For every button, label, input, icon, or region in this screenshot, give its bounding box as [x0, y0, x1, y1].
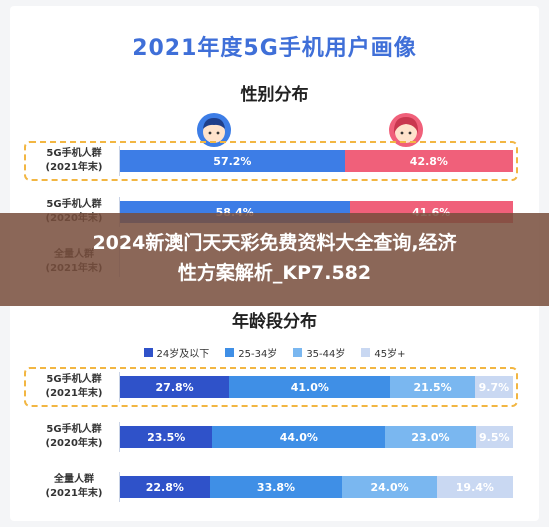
female-avatar-icon: [389, 113, 423, 147]
age-bar-value-label: 9.7%: [478, 380, 510, 394]
legend-swatch: [143, 348, 153, 357]
age-bar-segment: 24.0%: [342, 476, 437, 498]
age-bar-value-label: 33.8%: [256, 480, 296, 494]
age-bar-segment: 9.7%: [474, 376, 513, 398]
age-bar-segment: 41.0%: [229, 376, 391, 398]
age-bar: 27.8% 41.0% 21.5% 9.7%: [120, 376, 513, 398]
age-bar: 22.8% 33.8% 24.0% 19.4%: [120, 476, 513, 498]
gender-bar-segment: 42.8%: [344, 150, 513, 172]
age-bar-value-label: 22.8%: [145, 480, 184, 494]
age-bar-value-label: 21.5%: [413, 380, 452, 394]
legend-swatch: [361, 348, 371, 357]
age-axis-line: [119, 372, 120, 402]
gender-bar-value-label: 57.2%: [213, 154, 252, 168]
age-bar-segment: 33.8%: [209, 476, 343, 498]
age-bar-segment: 23.0%: [385, 426, 476, 448]
gender-highlight-box: [24, 141, 518, 181]
age-row-label: 全量人群 (2021年末): [45, 474, 103, 499]
overlay-line-1: 2024新澳门天天彩免费资料大全查询,经济: [92, 232, 457, 254]
legend-item: 24岁及以下: [143, 345, 210, 360]
age-bar-segment: 27.8%: [120, 376, 230, 398]
age-axis-line: [119, 422, 120, 452]
legend-swatch: [225, 348, 235, 357]
overlay-line-2: 性方案解析_KP7.582: [177, 262, 372, 284]
legend-item: 25-34岁: [225, 345, 277, 360]
age-bar-value-label: 41.0%: [290, 380, 329, 394]
age-bar-segment: 44.0%: [212, 426, 386, 448]
age-bar-value-label: 19.4%: [455, 480, 494, 494]
watermark-overlay-banner: [0, 213, 549, 306]
age-bar-segment: 9.5%: [475, 426, 513, 448]
age-bar: 23.5% 44.0% 23.0% 9.5%: [120, 426, 513, 448]
gender-chart-title: 性别分布: [240, 85, 309, 105]
gender-bar-segment: 57.2%: [120, 150, 345, 172]
gender-axis-line: [119, 197, 120, 227]
age-bar-value-label: 9.5%: [479, 430, 510, 444]
age-bar-value-label: 23.0%: [411, 430, 450, 444]
legend-label: 25-34岁: [238, 349, 278, 360]
age-chart-title: 年龄段分布: [232, 312, 317, 332]
gender-axis-line: [119, 146, 120, 176]
gender-row-label: 5G手机人群 (2021年末): [45, 148, 103, 173]
age-bar-value-label: 27.8%: [155, 380, 194, 394]
gender-bar-value-label: 42.8%: [409, 154, 448, 168]
age-bar-segment: 21.5%: [390, 376, 475, 398]
age-bar-value-label: 23.5%: [147, 430, 186, 444]
age-bar-segment: 22.8%: [120, 476, 210, 498]
male-avatar-icon: [197, 113, 231, 147]
age-axis-line: [119, 472, 120, 502]
legend-label: 24岁及以下: [156, 349, 210, 360]
age-highlight-box: [24, 367, 518, 407]
age-legend: 24岁及以下 25-34岁 35-44岁 45岁+: [0, 345, 549, 360]
page-title: 2021年度5G手机用户画像: [132, 36, 417, 61]
gender-bar: 57.2% 42.8%: [120, 150, 513, 172]
age-row-label: 5G手机人群 (2021年末): [45, 374, 103, 399]
age-bar-value-label: 44.0%: [279, 430, 318, 444]
legend-item: 45岁+: [361, 345, 405, 360]
age-bar-segment: 19.4%: [436, 476, 513, 498]
overlay-headline: 2024新澳门天天彩免费资料大全查询,经济 性方案解析_KP7.582: [0, 228, 549, 288]
legend-item: 35-44岁: [293, 345, 345, 360]
legend-swatch: [293, 348, 303, 357]
age-row-label: 5G手机人群 (2020年末): [45, 424, 103, 449]
age-bar-value-label: 24.0%: [370, 480, 409, 494]
legend-label: 45岁+: [374, 349, 406, 360]
age-bar-segment: 23.5%: [120, 426, 213, 448]
legend-label: 35-44岁: [306, 349, 346, 360]
